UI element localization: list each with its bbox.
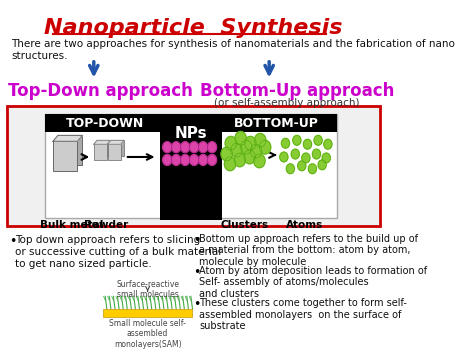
- Circle shape: [324, 139, 332, 149]
- FancyBboxPatch shape: [111, 140, 124, 156]
- FancyBboxPatch shape: [45, 114, 165, 132]
- Circle shape: [298, 161, 306, 171]
- Circle shape: [234, 153, 246, 167]
- Circle shape: [303, 139, 311, 149]
- Circle shape: [231, 143, 242, 157]
- Circle shape: [163, 142, 172, 153]
- Text: Bulk metal: Bulk metal: [40, 220, 103, 230]
- FancyBboxPatch shape: [53, 141, 77, 171]
- FancyBboxPatch shape: [103, 309, 192, 317]
- Circle shape: [245, 136, 256, 150]
- Text: There are two approaches for synthesis of nanomaterials and the fabrication of n: There are two approaches for synthesis o…: [11, 39, 456, 61]
- Text: Atoms: Atoms: [286, 220, 323, 230]
- Text: Clusters: Clusters: [220, 220, 269, 230]
- Circle shape: [312, 149, 320, 159]
- FancyBboxPatch shape: [97, 140, 110, 156]
- Circle shape: [241, 140, 252, 154]
- Circle shape: [221, 147, 232, 161]
- Circle shape: [259, 140, 271, 154]
- Circle shape: [235, 131, 246, 145]
- Polygon shape: [53, 135, 82, 141]
- Text: Top down approach refers to slicing
or successive cutting of a bulk material
to : Top down approach refers to slicing or s…: [15, 235, 221, 269]
- Text: Powder: Powder: [84, 220, 128, 230]
- Circle shape: [282, 138, 290, 148]
- Text: Atom by atom deposition leads to formation of
Self- assembly of atoms/molecules
: Atom by atom deposition leads to formati…: [199, 266, 427, 299]
- Polygon shape: [108, 140, 124, 144]
- Text: TOP-DOWN: TOP-DOWN: [66, 117, 145, 130]
- Polygon shape: [94, 140, 110, 144]
- Circle shape: [190, 142, 199, 153]
- Circle shape: [208, 142, 217, 153]
- Circle shape: [224, 157, 236, 171]
- Circle shape: [244, 150, 255, 164]
- Text: •: •: [193, 266, 201, 279]
- Circle shape: [322, 153, 330, 163]
- Circle shape: [314, 135, 322, 145]
- Text: (or self-assembly approach): (or self-assembly approach): [214, 98, 359, 108]
- Circle shape: [280, 152, 288, 162]
- Text: •: •: [193, 234, 201, 246]
- Circle shape: [172, 154, 181, 165]
- Circle shape: [208, 154, 217, 165]
- Circle shape: [254, 154, 265, 168]
- Text: NPs: NPs: [174, 126, 207, 141]
- Circle shape: [181, 142, 190, 153]
- Text: These clusters come together to form self-
assembled monolayers  on the surface : These clusters come together to form sel…: [199, 298, 407, 332]
- Circle shape: [225, 136, 237, 150]
- Circle shape: [291, 149, 300, 159]
- Text: BOTTOM-UP: BOTTOM-UP: [234, 117, 319, 130]
- FancyBboxPatch shape: [94, 144, 107, 160]
- FancyBboxPatch shape: [45, 114, 337, 218]
- FancyBboxPatch shape: [58, 135, 82, 165]
- Circle shape: [250, 144, 262, 158]
- Circle shape: [163, 154, 172, 165]
- Text: Top-Down approach: Top-Down approach: [8, 82, 193, 100]
- Circle shape: [293, 135, 301, 145]
- Text: Bottom-Up approach: Bottom-Up approach: [200, 82, 394, 100]
- Circle shape: [286, 164, 294, 174]
- Circle shape: [199, 142, 208, 153]
- Text: Bottom up approach refers to the build up of
a material from the bottom: atom by: Bottom up approach refers to the build u…: [199, 234, 418, 267]
- Text: •: •: [9, 235, 16, 248]
- Text: Small molecule self-
assembled
monolayers(SAM): Small molecule self- assembled monolayer…: [109, 319, 186, 349]
- Circle shape: [190, 154, 199, 165]
- Text: •: •: [193, 298, 201, 311]
- FancyBboxPatch shape: [160, 114, 222, 220]
- FancyBboxPatch shape: [108, 144, 121, 160]
- FancyBboxPatch shape: [7, 106, 380, 226]
- FancyBboxPatch shape: [216, 114, 337, 132]
- Circle shape: [308, 164, 317, 174]
- Circle shape: [199, 154, 208, 165]
- Text: Nanoparticle  Synthesis: Nanoparticle Synthesis: [44, 18, 343, 38]
- Text: Surface-reactive
small molecules: Surface-reactive small molecules: [116, 280, 179, 299]
- Circle shape: [302, 153, 310, 163]
- Circle shape: [255, 133, 266, 147]
- Circle shape: [181, 154, 190, 165]
- Circle shape: [172, 142, 181, 153]
- Circle shape: [318, 160, 326, 170]
